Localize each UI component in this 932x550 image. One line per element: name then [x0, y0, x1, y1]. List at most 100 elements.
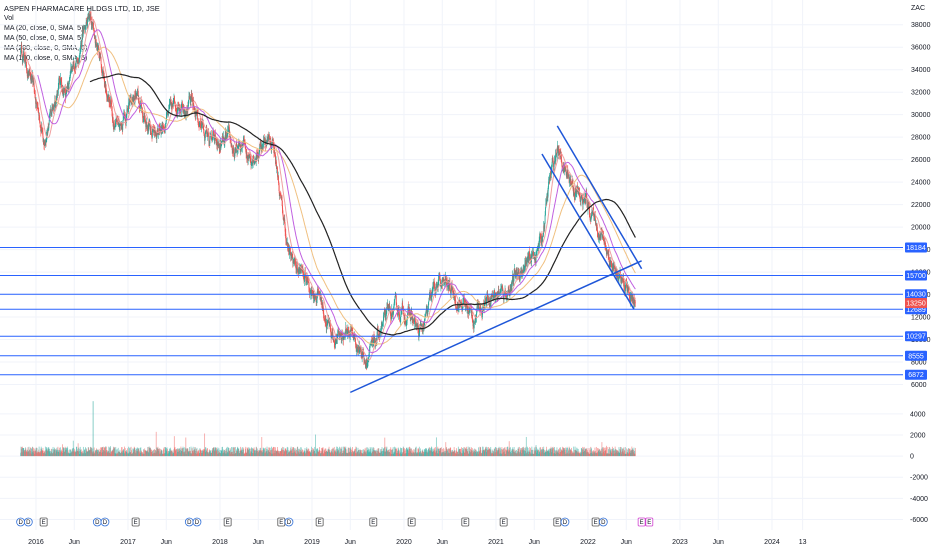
- candle-body: [529, 251, 530, 254]
- candle-body: [131, 102, 132, 104]
- volume-bar: [129, 447, 131, 457]
- volume-bar: [543, 446, 545, 457]
- candle-body: [277, 167, 278, 176]
- volume-bar: [155, 431, 157, 457]
- candle-body: [197, 114, 199, 120]
- candle-body: [33, 85, 35, 93]
- candle-body: [418, 331, 420, 334]
- volume-bar: [518, 446, 520, 457]
- candle-body: [394, 295, 396, 298]
- volume-bar: [524, 450, 525, 457]
- candle-body: [24, 60, 26, 64]
- candle-body: [341, 333, 343, 336]
- candle-body: [461, 306, 463, 308]
- volume-bar: [194, 447, 196, 457]
- indicator-vol[interactable]: Vol: [4, 15, 14, 22]
- candle-body: [153, 127, 154, 132]
- candle-body: [289, 247, 291, 251]
- candle-body: [232, 151, 234, 153]
- volume-bar: [411, 448, 413, 457]
- candle-body: [105, 84, 107, 90]
- candle-body: [142, 117, 144, 119]
- candle-body: [117, 119, 119, 123]
- candle-body: [85, 25, 87, 28]
- candle-body: [356, 346, 357, 352]
- candle-body: [95, 39, 97, 45]
- candle-body: [538, 242, 540, 245]
- volume-bar: [461, 447, 462, 457]
- volume-bar: [571, 447, 572, 457]
- candle-body: [486, 301, 487, 303]
- candle-body: [391, 309, 393, 315]
- candle-body: [323, 309, 324, 314]
- candle-body: [79, 51, 81, 53]
- candle-body: [388, 306, 390, 308]
- candle-body: [456, 305, 458, 310]
- candle-body: [365, 361, 367, 366]
- candle-body: [514, 268, 516, 272]
- candle-body: [478, 305, 479, 310]
- candle-body: [109, 99, 111, 103]
- candle-body: [500, 288, 502, 289]
- volume-bar: [491, 449, 493, 457]
- candle-body: [134, 94, 136, 98]
- candle-body: [204, 133, 206, 138]
- volume-bar: [272, 447, 273, 457]
- candle-body: [23, 54, 24, 59]
- candle-body: [52, 107, 54, 109]
- candle-body: [83, 27, 85, 29]
- indicator-ma200[interactable]: MA (200, close, 0, SMA, 5): [4, 45, 88, 52]
- volume-bar: [128, 446, 130, 457]
- candle-body: [366, 362, 368, 364]
- candle-body: [79, 56, 80, 58]
- candle-body: [426, 309, 428, 312]
- candle-body: [504, 290, 506, 295]
- volume-bar: [358, 449, 360, 457]
- volume-bar: [109, 447, 110, 457]
- candle-body: [226, 134, 228, 136]
- candle-body: [264, 139, 266, 144]
- candle-body: [238, 140, 240, 146]
- candle-body: [291, 253, 293, 256]
- volume-bar: [131, 450, 132, 457]
- candle-body: [414, 320, 415, 324]
- indicator-ma20[interactable]: MA (20, close, 0, SMA, 5): [4, 25, 84, 32]
- candle-body: [548, 181, 550, 182]
- candle-body: [539, 233, 541, 235]
- candle-body: [271, 146, 272, 150]
- candle-body: [561, 156, 562, 162]
- volume-bar: [100, 447, 102, 457]
- candle-body: [20, 51, 22, 52]
- volume-bar: [354, 448, 356, 457]
- candle-body: [454, 298, 456, 300]
- candle-body: [472, 322, 474, 327]
- indicator-ma50[interactable]: MA (50, close, 0, SMA, 5): [4, 35, 84, 42]
- candle-body: [319, 298, 321, 300]
- candle-body: [73, 61, 75, 67]
- candle-body: [209, 139, 211, 144]
- candle-body: [544, 227, 545, 229]
- candle-body: [428, 298, 430, 302]
- candle-body: [472, 320, 474, 323]
- candle-body: [153, 129, 155, 131]
- volume-bar: [135, 450, 137, 457]
- indicator-ma100[interactable]: MA (100, close, 0, SMA, 5): [4, 55, 88, 62]
- candle-body: [104, 81, 106, 84]
- candle-body: [516, 268, 518, 274]
- candle-body: [185, 110, 187, 117]
- volume-bar: [513, 447, 515, 457]
- candle-body: [188, 96, 190, 98]
- volume-bar: [52, 446, 54, 457]
- candle-body: [117, 122, 119, 123]
- volume-bar: [231, 447, 232, 457]
- volume-bar: [232, 446, 234, 457]
- candle-body: [63, 90, 65, 95]
- volume-bar: [627, 448, 629, 457]
- candle-body: [173, 100, 175, 103]
- volume-bar: [463, 447, 465, 457]
- volume-bar: [93, 447, 95, 457]
- candle-body: [250, 159, 252, 162]
- candle-body: [200, 122, 201, 126]
- candle-body: [306, 277, 308, 283]
